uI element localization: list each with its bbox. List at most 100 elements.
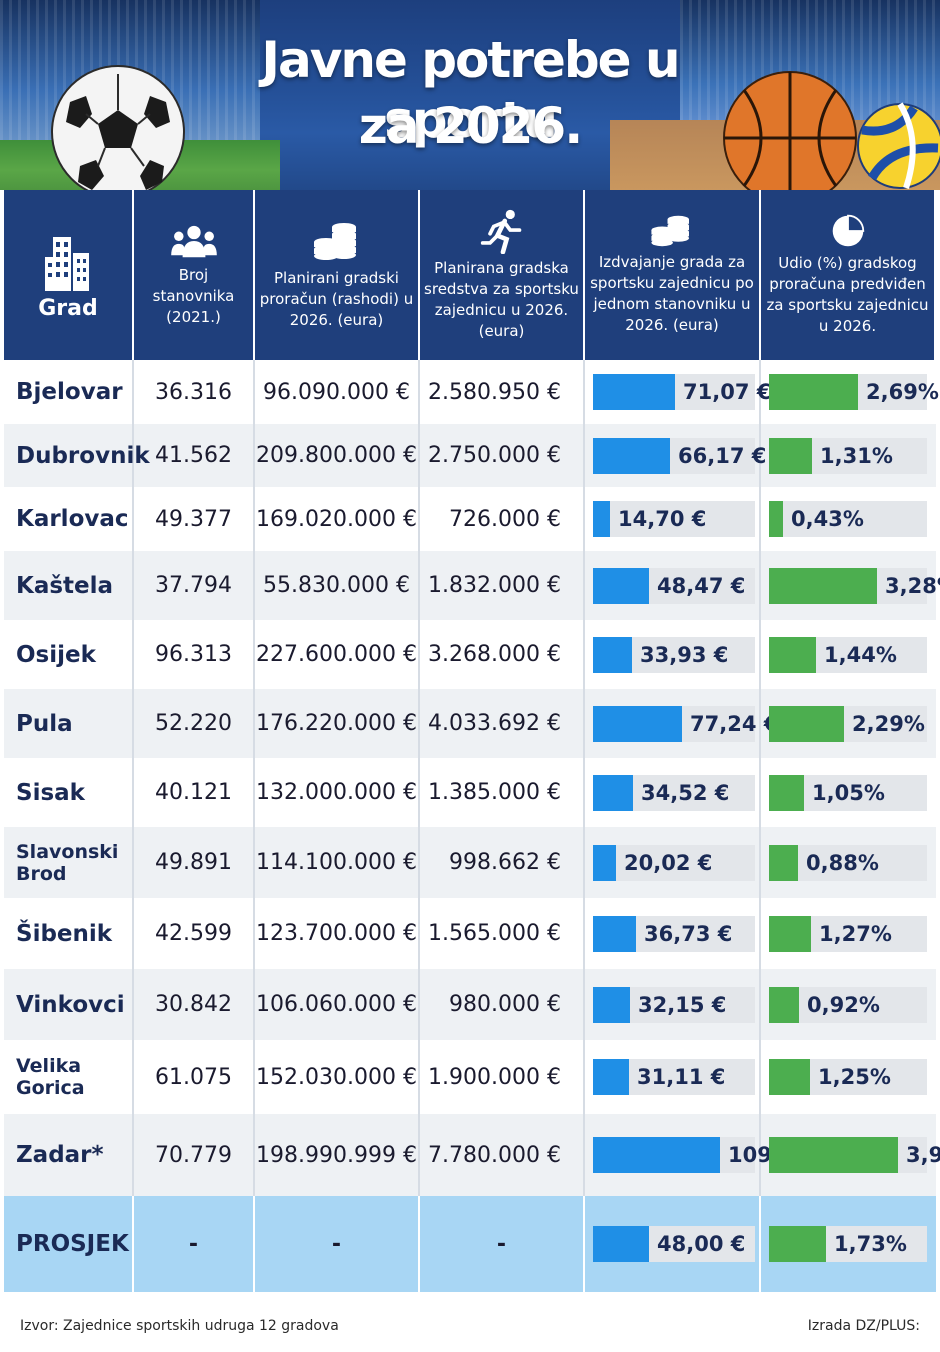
per-capita-bar-track: 34,52 € [593,774,755,811]
city-cell: PROSJEK [4,1196,134,1292]
share-bar [769,567,877,604]
sport-funds-cell: 4.033.692 € [420,689,585,758]
share-cell: 1,25% [761,1040,936,1114]
per-capita-cell: 32,15 € [585,969,761,1040]
header-budget-label: Planirani gradski proračun (rashodi) u 2… [259,268,414,329]
sport-funds-cell: 2.580.950 € [420,360,585,424]
share-bar-track: 0,92% [769,986,927,1023]
population-cell: 61.075 [134,1040,255,1114]
people-icon [170,225,217,257]
city-cell: Pula [4,689,134,758]
share-cell: 1,73% [761,1196,936,1292]
share-bar-track: 0,43% [769,501,927,537]
share-bar-label: 1,27% [819,921,892,946]
sport-funds-cell: 1.565.000 € [420,898,585,969]
sport-funds-cell: - [420,1196,585,1292]
per-capita-bar [593,567,649,604]
per-capita-bar-label: 71,07 € [683,380,772,404]
header-city: Grad [4,190,134,360]
per-capita-cell: 77,24 € [585,689,778,758]
per-capita-bar-track: 48,00 € [593,1226,755,1262]
table-row: Kaštela 37.794 55.830.000 €1.832.000 € 48,4… [4,551,940,620]
population-cell: 41.562 [134,424,255,487]
per-capita-bar-track: 33,93 € [593,636,755,673]
per-capita-bar [593,1137,720,1173]
buildings-icon [45,236,89,291]
sport-funds-cell: 726.000 € [420,487,585,551]
city-cell: Sisak [4,758,134,827]
per-capita-bar-track: 20,02 € [593,844,755,881]
population-cell: 30.842 [134,969,255,1040]
share-cell: 3,91% [761,1114,940,1196]
population-cell: 49.377 [134,487,255,551]
table-row: Dubrovnik 41.562 209.800.000 €2.750.000 € 6… [4,424,936,487]
per-capita-bar-label: 34,52 € [641,780,730,805]
share-bar-label: 0,92% [807,992,880,1017]
share-bar-label: 1,05% [812,780,885,805]
share-bar-track: 1,73% [769,1226,927,1262]
per-capita-bar-track: 32,15 € [593,986,755,1023]
per-capita-bar-track: 31,11 € [593,1059,755,1095]
share-bar-label: 1,73% [834,1232,907,1256]
city-cell: Dubrovnik [4,424,150,487]
table-row: Sisak 40.121 132.000.000 €1.385.000 € 34,52… [4,758,936,827]
per-capita-bar-track: 66,17 € [593,437,766,474]
per-capita-cell: 33,93 € [585,620,761,689]
per-capita-bar-label: 32,15 € [638,992,727,1017]
share-bar-label: 3,91% [906,1143,940,1167]
share-cell: 1,31% [761,424,936,487]
population-cell: 36.316 [134,360,255,424]
budget-cell: - [255,1196,420,1292]
budget-cell: 227.600.000 € [255,620,420,689]
share-bar [769,986,799,1023]
per-capita-cell: 48,00 € [585,1196,761,1292]
per-capita-bar [593,1059,629,1095]
per-capita-bar-label: 14,70 € [618,507,707,531]
share-cell: 1,27% [761,898,936,969]
per-capita-bar-track: 109,92 € [593,1137,831,1173]
share-bar-track: 1,27% [769,915,927,952]
population-cell: 42.599 [134,898,255,969]
per-capita-bar-label: 31,11 € [637,1065,726,1089]
header-banner: Javne potrebe u sportu za 2026. [0,0,940,190]
budget-cell: 123.700.000 € [255,898,420,969]
table-row: Pula 52.220 176.220.000 €4.033.692 € 77,24 … [4,689,936,758]
budget-cell: 106.060.000 € [255,969,420,1040]
table-row: Šibenik 42.599 123.700.000 €1.565.000 € 36,… [4,898,936,969]
city-cell: Slavonski Brod [4,827,134,898]
population-cell: 52.220 [134,689,255,758]
share-bar-label: 0,88% [806,850,879,875]
page-title-line1: Javne potrebe u sportu [261,31,680,149]
per-capita-bar-label: 48,47 € [657,573,746,598]
header-share-label: Udio (%) gradskog proračuna predviđen za… [766,254,929,335]
per-capita-cell: 20,02 € [585,827,761,898]
sport-funds-cell: 1.832.000 € [420,551,585,620]
page-title-line2: za 2026. [358,97,583,155]
share-bar-track: 1,25% [769,1059,927,1095]
share-bar [769,374,858,410]
budget-cell: 169.020.000 € [255,487,420,551]
share-bar [769,774,804,811]
sport-funds-cell: 1.385.000 € [420,758,585,827]
share-bar-track: 2,29% [769,705,927,742]
header-sport-funds-label: Planirana gradska sredstva za sportsku z… [424,259,579,340]
per-capita-cell: 109,92 € [585,1114,831,1196]
per-capita-bar [593,374,675,410]
share-bar [769,705,844,742]
per-capita-cell: 31,11 € [585,1040,761,1114]
header-sport-funds: Planirana gradska sredstva za sportsku z… [420,190,585,360]
table-row: Bjelovar 36.316 96.090.000 €2.580.950 € 71,… [4,360,939,424]
population-cell: 49.891 [134,827,255,898]
share-bar-label: 1,31% [820,443,893,468]
city-cell: Velika Gorica [4,1040,134,1114]
budget-cell: 132.000.000 € [255,758,420,827]
city-cell: Zadar* [4,1114,134,1196]
budget-cell: 176.220.000 € [255,689,420,758]
per-capita-cell: 14,70 € [585,487,761,551]
per-capita-bar-label: 66,17 € [678,443,767,468]
volleyball-icon [857,102,940,189]
city-cell: Kaštela [4,551,134,620]
population-cell: 40.121 [134,758,255,827]
share-cell: 2,29% [761,689,936,758]
per-capita-bar-track: 48,47 € [593,567,755,604]
